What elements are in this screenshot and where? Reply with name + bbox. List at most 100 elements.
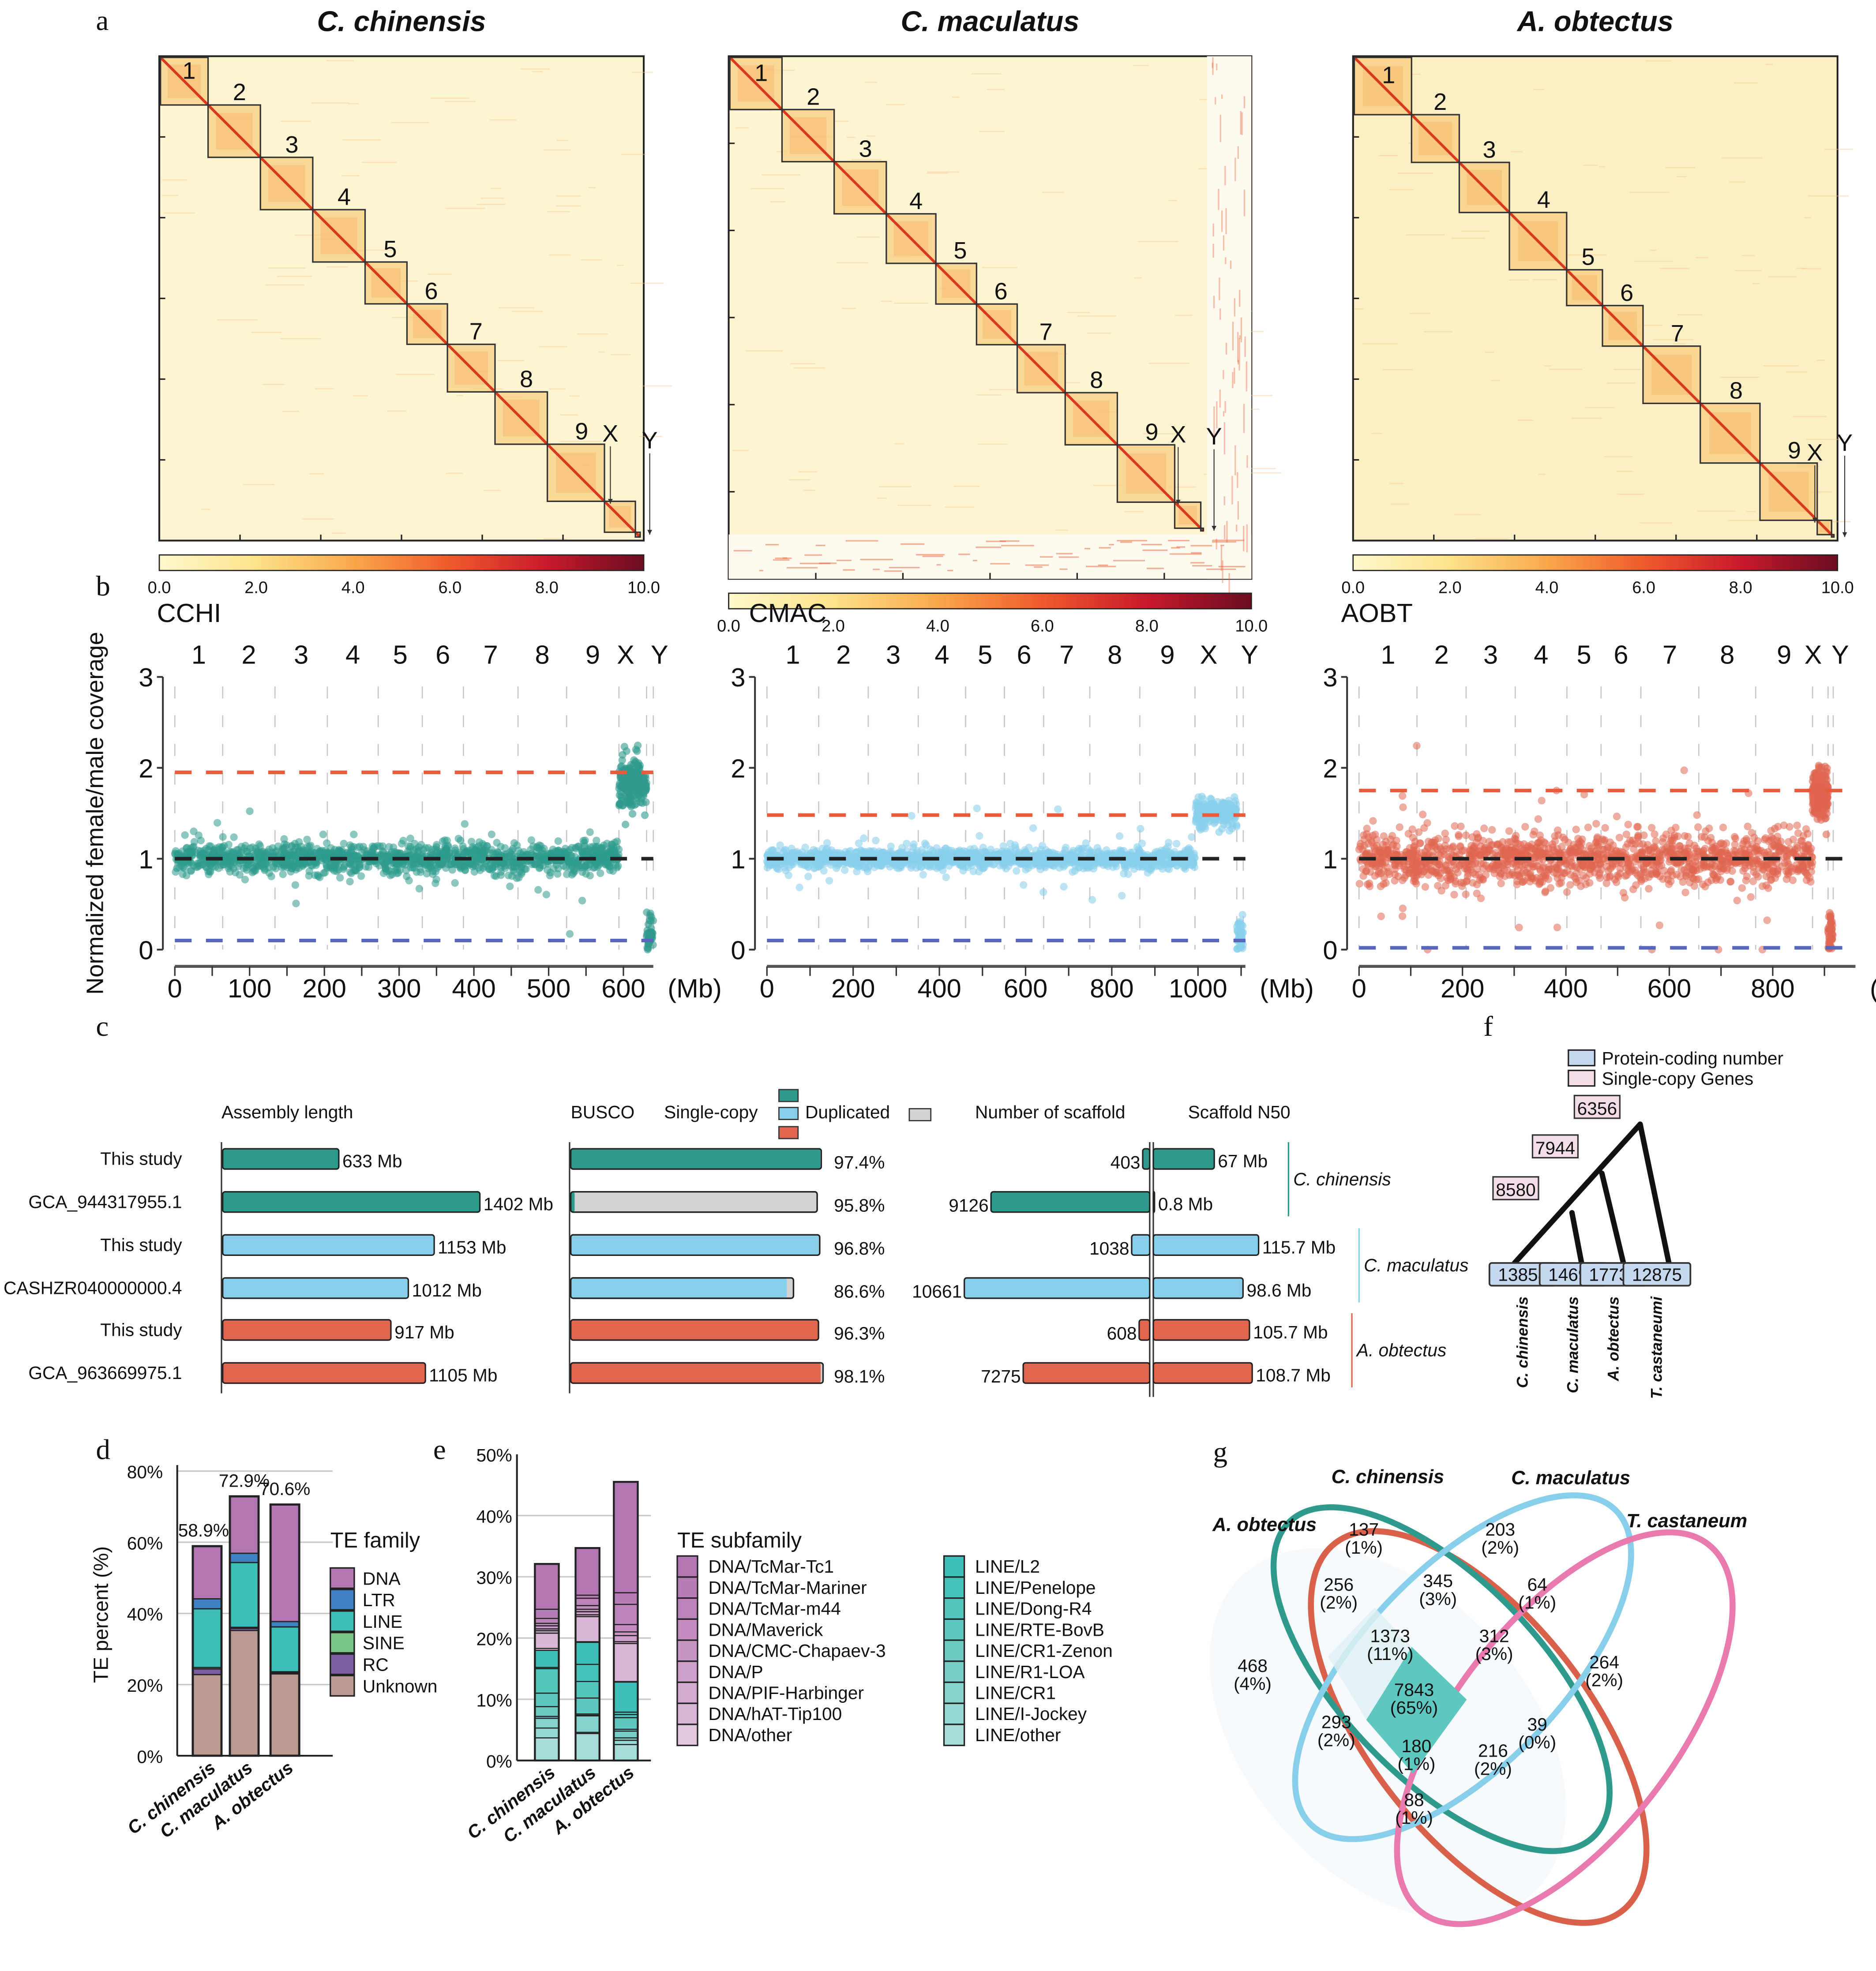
data-point [620,742,628,751]
data-point [348,845,356,854]
unplaced-signal [1216,64,1218,71]
unplaced-signal [1218,189,1219,210]
chromosome-block-outline [1411,114,1460,163]
data-point [1232,800,1240,808]
heatmap-noise [559,441,601,442]
heatmap-noise [1409,313,1430,315]
heatmap-noise [1354,308,1364,310]
chromosome-label: 9 [1777,640,1791,670]
data-point [248,843,256,851]
chromosome-block-outline [1508,212,1568,271]
unplaced-signal [804,554,822,556]
diagonal-signal [885,213,937,265]
heatmap-noise [1583,165,1598,166]
heatmap-noise [1806,438,1845,440]
chromosome-label: 4 [1537,187,1550,213]
unplaced-signal [889,567,920,569]
data-point [1006,846,1014,854]
data-point [404,847,412,855]
heatmap-noise [556,140,568,141]
heatmap-noise [1665,167,1695,169]
chromosome-label: 7 [1039,319,1053,345]
data-point [1441,829,1449,837]
heatmap-noise [588,187,596,188]
data-point [431,879,439,887]
diagonal-signal [546,443,606,502]
heatmap-noise [162,179,187,181]
data-point [939,854,947,862]
data-point [1039,888,1047,896]
unplaced-signal [1238,360,1239,365]
data-point [1515,923,1523,932]
x-tick-label: 600 [601,974,645,1003]
unplaced-signal [1225,343,1227,355]
data-point [908,812,915,820]
unplaced-signal [1168,540,1189,542]
data-point [1157,862,1165,870]
colorbar-tick-label: 0.0 [717,617,740,635]
chromosome-label: 5 [1581,244,1595,270]
chromosome-label: 2 [241,640,256,670]
colorbar-tick-label: 4.0 [341,579,365,597]
data-point [1198,824,1206,832]
unplaced-signal [765,544,779,546]
data-point [1785,838,1793,846]
data-point [246,807,254,815]
panel-label-e: e [433,1434,446,1466]
unplaced-signal [1239,290,1241,307]
data-point [533,843,541,851]
data-point [1767,827,1775,835]
data-point [340,839,348,847]
chromosome-label: X [617,640,634,670]
diagonal-signal [1174,501,1202,529]
heatmap-noise [511,311,543,312]
colorbar-tick-label: 4.0 [1535,579,1559,597]
data-point [1719,824,1727,832]
unplaced-signal [1243,189,1246,217]
unplaced-signal [1212,541,1237,543]
chromosome-label: 7 [469,319,483,345]
data-point [379,848,387,856]
heatmap-noise [387,410,406,412]
data-point [637,798,645,806]
data-point [1118,892,1126,900]
diagonal-signal [494,391,548,446]
heatmap-noise [560,414,578,416]
data-point [219,833,227,841]
data-point [1534,815,1542,823]
data-point [857,861,865,869]
heatmap-noise [1533,89,1545,90]
data-point [608,848,615,856]
unplaced-signal [1141,543,1162,546]
data-point [376,842,384,850]
heatmap-noise [262,384,285,385]
data-point [171,849,179,858]
data-point [645,929,653,937]
heatmap-noise [282,411,299,412]
data-point [488,830,495,839]
chromosome-label-Y: Y [642,427,658,454]
chromosome-label: 2 [233,79,246,105]
heatmap-noise [770,201,786,202]
heatmap-noise [610,354,631,356]
unplaced-signal [990,563,1010,565]
heatmap-noise [395,374,435,375]
chromosome-block-outline [1064,392,1118,446]
heatmap-noise [281,120,311,122]
unplaced-signal [1215,97,1216,105]
data-point [461,820,469,828]
unplaced-signal [1237,501,1239,520]
data-point [1747,893,1755,901]
heatmap-noise [1804,217,1812,218]
unplaced-signal [1223,235,1225,251]
unplaced-signal [1224,166,1226,186]
data-point [903,858,911,866]
data-point [975,868,983,876]
data-point [410,854,418,863]
chromosome-label: Y [651,640,668,670]
heatmap-noise [480,197,504,199]
data-point [305,867,313,875]
heatmap-noise [1571,417,1602,419]
diagonal-signal [1116,444,1176,503]
unplaced-signal [1120,541,1132,543]
